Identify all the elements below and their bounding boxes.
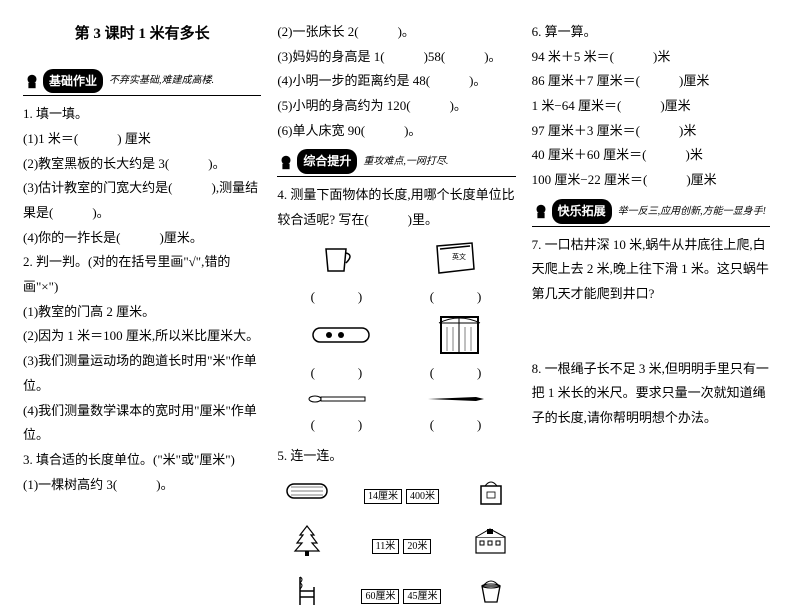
q3-6: (6)单人床宽 90( )。: [277, 119, 515, 144]
answer-space: [532, 307, 770, 357]
badge-comp: 综合提升: [297, 149, 357, 174]
q6-2: 86 厘米＋7 厘米＝( )厘米: [532, 69, 770, 94]
q2-3: (3)我们测量运动场的跑道长时用"米"作单位。: [23, 349, 261, 398]
q1-1: (1)1 米＝( ) 厘米: [23, 127, 261, 152]
q1-3: (3)估计教室的门宽大约是( ),测量结果是( )。: [23, 176, 261, 225]
tag-11m: 11米: [372, 539, 400, 554]
q6-1: 94 米＋5 米＝( )米: [532, 45, 770, 70]
cup-icon: [316, 239, 356, 279]
q6-6: 100 厘米−22 厘米＝( )厘米: [532, 168, 770, 193]
q1: 1. 填一填。: [23, 102, 261, 127]
tag-400m: 400米: [406, 489, 439, 504]
book-icon: 英文: [432, 241, 477, 276]
q1-4: (4)你的一拃长是( )厘米。: [23, 226, 261, 251]
q5-row3: 60厘米 45厘米: [277, 575, 515, 615]
q6-3: 1 米−64 厘米＝( )厘米: [532, 94, 770, 119]
tree-icon: [292, 523, 322, 558]
blank: ( ): [311, 413, 364, 438]
blank: ( ): [311, 361, 364, 386]
q2-1: (1)教室的门高 2 厘米。: [23, 300, 261, 325]
q4-row2-ans: ( ) ( ): [277, 361, 515, 386]
q3-2: (2)一张床长 2( )。: [277, 20, 515, 45]
mascot-icon: [277, 153, 295, 171]
column-3: 6. 算一算。 94 米＋5 米＝( )米 86 厘米＋7 厘米＝( )厘米 1…: [524, 20, 778, 549]
q2-2: (2)因为 1 米＝100 厘米,所以米比厘米大。: [23, 324, 261, 349]
q3-3: (3)妈妈的身高是 1( )58( )。: [277, 45, 515, 70]
pencilcase-icon: [311, 324, 371, 346]
section-ext: 快乐拓展 举一反三,应用创新,方能一显身手!: [532, 199, 770, 227]
sub-basic: 不弃实基础,难建成高楼.: [109, 71, 214, 90]
q3: 3. 填合适的长度单位。("米"或"厘米"): [23, 448, 261, 473]
blank: ( ): [430, 285, 483, 310]
badge-basic: 基础作业: [43, 69, 103, 94]
q1-2: (2)教室黑板的长大约是 3( )。: [23, 152, 261, 177]
building-icon: [473, 527, 508, 555]
tag-20m: 20米: [403, 539, 431, 554]
q5-row1: 14厘米 400米: [277, 476, 515, 515]
lesson-title: 第 3 课时 1 米有多长: [23, 20, 261, 49]
q6-5: 40 厘米＋60 厘米＝( )米: [532, 143, 770, 168]
section-comp: 综合提升 重攻难点,一网打尽.: [277, 149, 515, 177]
column-1: 第 3 课时 1 米有多长 基础作业 不弃实基础,难建成高楼. 1. 填一填。 …: [15, 20, 269, 549]
section-basic: 基础作业 不弃实基础,难建成高楼.: [23, 69, 261, 97]
q4-row3-ans: ( ) ( ): [277, 413, 515, 438]
eraser-icon: [285, 481, 330, 501]
svg-text:英文: 英文: [452, 252, 466, 261]
q4: 4. 测量下面物体的长度,用哪个长度单位比较合适呢? 写在( )里。: [277, 183, 515, 232]
pencil-icon: [426, 394, 486, 404]
badge-ext: 快乐拓展: [552, 199, 612, 224]
blank: ( ): [311, 285, 364, 310]
blank: ( ): [430, 413, 483, 438]
tag-60cm: 60厘米: [361, 589, 399, 604]
q4-row2: [277, 315, 515, 355]
mascot-icon: [532, 202, 550, 220]
sub-comp: 重攻难点,一网打尽.: [363, 152, 448, 171]
q8: 8. 一根绳子长不足 3 米,但明明手里只有一把 1 米长的米尺。要求只量一次就…: [532, 357, 770, 431]
q6-4: 97 厘米＋3 厘米＝( )米: [532, 119, 770, 144]
q4-row3: [277, 392, 515, 407]
q4-row1: 英文: [277, 239, 515, 279]
knife-icon: [307, 392, 367, 407]
bucket-icon: [478, 578, 504, 604]
window-icon: [437, 315, 482, 355]
q3-4: (4)小明一步的距离约是 48( )。: [277, 69, 515, 94]
column-2: (2)一张床长 2( )。 (3)妈妈的身高是 1( )58( )。 (4)小明…: [269, 20, 523, 549]
chair-icon: [294, 575, 320, 607]
q3-1: (1)一棵树高约 3( )。: [23, 473, 261, 498]
q5: 5. 连一连。: [277, 444, 515, 469]
q2-4: (4)我们测量数学课本的宽时用"厘米"作单位。: [23, 399, 261, 448]
blank: ( ): [430, 361, 483, 386]
q6: 6. 算一算。: [532, 20, 770, 45]
bag-icon: [477, 476, 505, 506]
sub-ext: 举一反三,应用创新,方能一显身手!: [618, 202, 766, 221]
q7: 7. 一口枯井深 10 米,蜗牛从井底往上爬,白天爬上去 2 米,晚上往下滑 1…: [532, 233, 770, 307]
q5-row2: 11米20米: [277, 523, 515, 567]
q2: 2. 判一判。(对的在括号里画"√",错的画"×"): [23, 250, 261, 299]
q4-row1-ans: ( ) ( ): [277, 285, 515, 310]
mascot-icon: [23, 72, 41, 90]
q3-5: (5)小明的身高约为 120( )。: [277, 94, 515, 119]
tag-45cm: 45厘米: [403, 589, 441, 604]
tag-14cm: 14厘米: [364, 489, 402, 504]
